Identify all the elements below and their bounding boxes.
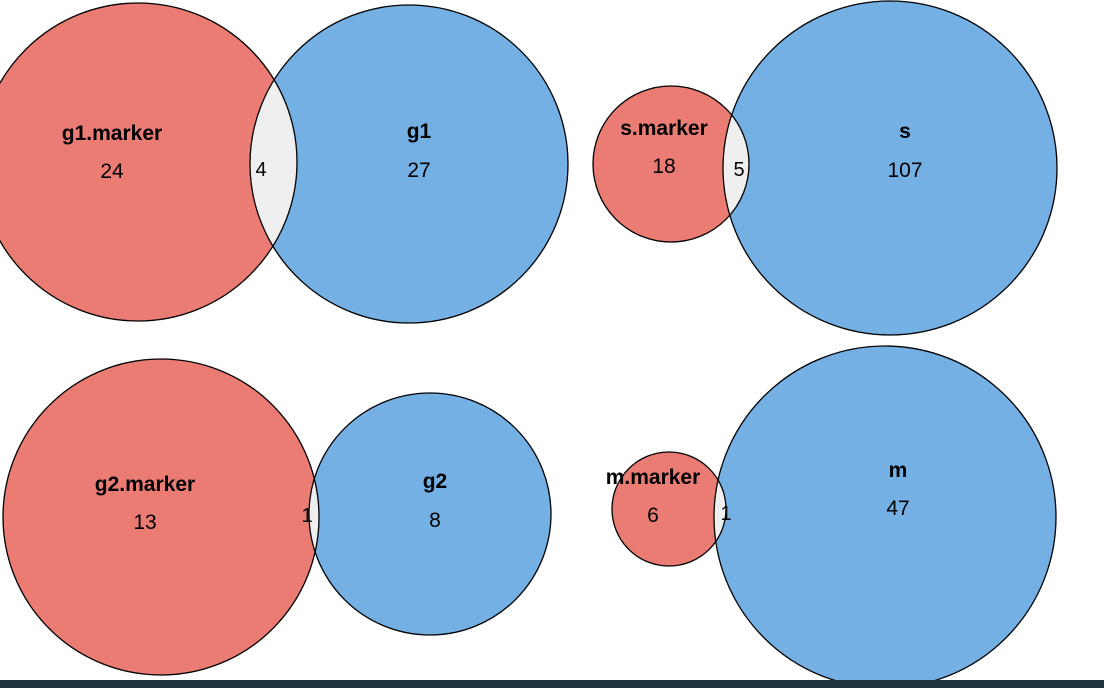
venn-s-left-outline	[592, 85, 750, 243]
venn-m-left-set-label: m.marker	[606, 466, 701, 489]
venn-s-right-count: 107	[887, 159, 922, 182]
venn-m-left-outline	[611, 451, 727, 567]
venn-s-right-set-label: s	[899, 120, 911, 143]
venn-s: s.marker 18 5 s 107	[592, 0, 1058, 336]
venn-s-left-set-label: s.marker	[620, 117, 708, 140]
venn-g1-right-outline	[249, 4, 569, 324]
venn-g1: g1.marker 24 4 g1 27	[0, 2, 569, 324]
venn-g1-left-set-label: g1.marker	[62, 122, 162, 145]
venn-g2-right-set-label: g2	[423, 470, 448, 493]
venn-m-overlap-count: 1	[720, 503, 731, 525]
venn-m-left-circle	[612, 452, 726, 566]
venn-g2-left-outline	[2, 358, 320, 676]
venn-g2-overlap-count: 1	[301, 505, 312, 527]
venn-g1-left-circle	[0, 3, 297, 321]
venn-s-left-count: 18	[652, 155, 675, 178]
venn-g2-left-set-label: g2.marker	[95, 473, 195, 496]
bottom-bar	[0, 680, 1104, 688]
venn-g2-right-count: 8	[429, 509, 441, 532]
venn-s-right-outline	[722, 0, 1058, 336]
venn-m-right-circle	[714, 346, 1056, 688]
venn-s-left-circle	[593, 86, 749, 242]
venn-g2-left-count: 13	[133, 511, 156, 534]
venn-g1-right-count: 27	[407, 159, 430, 182]
venn-g1-right-circle	[250, 5, 568, 323]
venn-s-overlap-count: 5	[733, 159, 744, 181]
venn-m-right-set-label: m	[889, 459, 908, 482]
venn-g1-overlap-count: 4	[255, 159, 266, 181]
venn-m: m.marker 6 1 m 47	[606, 345, 1057, 688]
venn-g2-left-circle	[3, 359, 319, 675]
venn-m-right-count: 47	[886, 497, 909, 520]
venn-g2: g2.marker 13 1 g2 8	[2, 358, 552, 676]
venn-g2-right-circle	[309, 393, 551, 635]
venn-s-right-circle	[723, 1, 1057, 335]
venn-m-left-count: 6	[647, 504, 659, 527]
venn-g1-right-set-label: g1	[407, 120, 432, 143]
venn-m-right-outline	[713, 345, 1057, 688]
venn-g1-left-count: 24	[100, 160, 124, 183]
venn-g2-right-outline	[308, 392, 552, 636]
venn-g1-left-outline	[0, 2, 298, 322]
